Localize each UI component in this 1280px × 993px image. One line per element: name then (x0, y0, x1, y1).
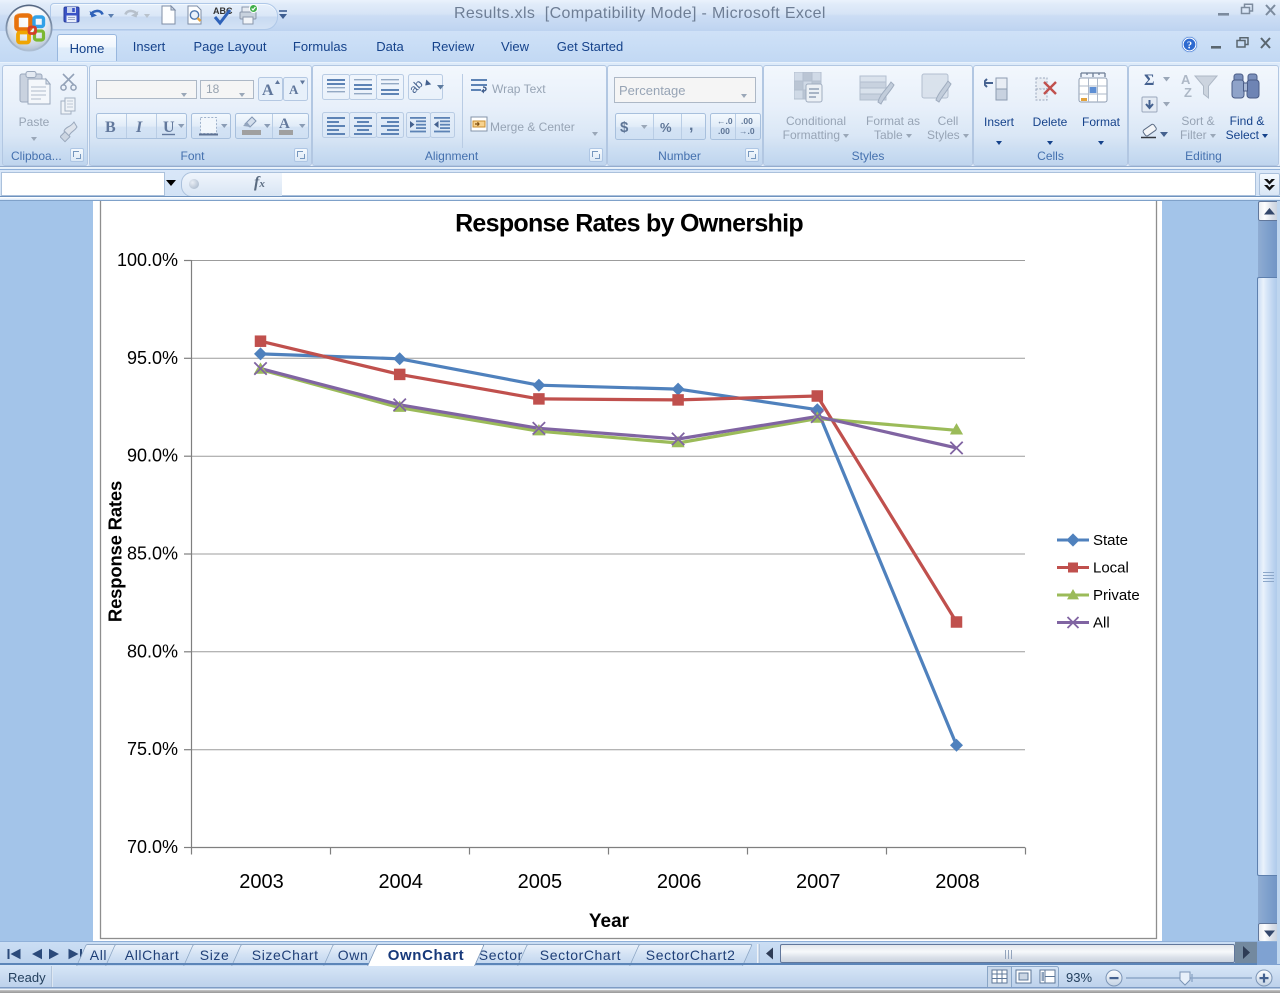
svg-text:75.0%: 75.0% (127, 739, 178, 759)
svg-text:.00: .00 (741, 116, 753, 126)
svg-text:$: $ (620, 119, 629, 136)
svg-text:?: ? (1187, 40, 1192, 51)
svg-text:A: A (289, 82, 299, 97)
svg-text:90.0%: 90.0% (127, 446, 178, 466)
svg-text:←.0: ←.0 (717, 116, 733, 126)
svg-text:→.0: →.0 (739, 126, 755, 136)
svg-text:80.0%: 80.0% (127, 641, 178, 661)
svg-text:.00: .00 (718, 126, 730, 136)
svg-text:2005: 2005 (518, 871, 563, 893)
svg-text:2003: 2003 (239, 871, 284, 893)
svg-text:Private: Private (1093, 587, 1140, 604)
svg-text:Response Rates: Response Rates (105, 481, 126, 622)
svg-text:2004: 2004 (378, 871, 423, 893)
svg-text:B: B (105, 119, 116, 136)
svg-text:State: State (1093, 532, 1128, 549)
svg-text:,: , (689, 117, 693, 134)
svg-text:Year: Year (589, 911, 630, 932)
svg-text:Response Rates by Ownership: Response Rates by Ownership (455, 210, 803, 238)
svg-text:ABC: ABC (213, 6, 233, 16)
svg-text:ab: ab (406, 77, 426, 97)
svg-text:Σ: Σ (1144, 72, 1154, 89)
svg-text:A: A (262, 82, 274, 99)
svg-text:100.0%: 100.0% (117, 250, 178, 270)
svg-text:I: I (135, 119, 143, 136)
svg-text:70.0%: 70.0% (127, 837, 178, 857)
svg-text:A: A (279, 116, 290, 132)
svg-text:95.0%: 95.0% (127, 348, 178, 368)
svg-text:85.0%: 85.0% (127, 544, 178, 564)
svg-text:All: All (1093, 615, 1110, 632)
svg-text:U: U (163, 119, 175, 136)
svg-text:%: % (660, 120, 672, 135)
svg-text:Z: Z (1184, 85, 1192, 100)
svg-text:2006: 2006 (657, 871, 702, 893)
svg-text:A: A (1181, 72, 1191, 87)
svg-text:Local: Local (1093, 560, 1129, 577)
svg-text:2008: 2008 (935, 871, 980, 893)
svg-text:2007: 2007 (796, 871, 841, 893)
